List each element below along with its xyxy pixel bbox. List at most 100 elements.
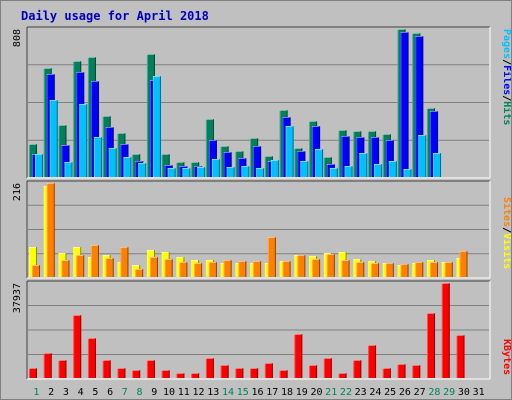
bar-kbytes-day-22 xyxy=(338,373,347,378)
x-label-day-26: 26 xyxy=(399,387,411,398)
bar-kbytes-day-6 xyxy=(102,360,111,378)
bar-pages-day-22 xyxy=(344,166,353,177)
bar-sites-day-6 xyxy=(105,258,114,277)
bar-sites-day-13 xyxy=(208,262,217,277)
bar-files-day-28 xyxy=(430,111,439,177)
bar-kbytes-day-20 xyxy=(309,365,318,378)
bar-pages-day-11 xyxy=(182,168,191,177)
bar-sites-day-17 xyxy=(267,237,276,277)
legend-3: KBytes xyxy=(501,339,511,375)
bar-pages-day-18 xyxy=(285,126,294,177)
x-label-day-1: 1 xyxy=(33,387,39,398)
bar-pages-day-5 xyxy=(93,137,102,177)
bar-pages-day-15 xyxy=(241,166,250,177)
bar-kbytes-day-14 xyxy=(220,365,229,378)
x-label-day-3: 3 xyxy=(63,387,69,398)
bar-pages-day-17 xyxy=(270,160,279,177)
bar-kbytes-day-9 xyxy=(146,360,155,378)
bar-pages-day-25 xyxy=(388,161,397,177)
bar-sites-day-3 xyxy=(61,260,70,277)
bar-pages-day-7 xyxy=(123,157,132,177)
x-label-day-8: 8 xyxy=(137,387,143,398)
bar-kbytes-day-28 xyxy=(427,313,436,378)
bar-sites-day-12 xyxy=(194,263,203,277)
bar-sites-day-30 xyxy=(459,251,468,277)
x-label-day-6: 6 xyxy=(107,387,113,398)
bar-files-day-3 xyxy=(61,145,70,177)
bar-kbytes-day-5 xyxy=(87,338,96,378)
x-label-day-12: 12 xyxy=(193,387,205,398)
bar-sites-day-5 xyxy=(90,245,99,277)
bar-files-day-27 xyxy=(415,36,424,177)
bar-kbytes-day-24 xyxy=(368,345,377,378)
bar-pages-day-26 xyxy=(403,169,412,177)
bar-sites-day-29 xyxy=(444,262,453,277)
x-label-day-13: 13 xyxy=(207,387,219,398)
bar-files-day-16 xyxy=(253,146,262,177)
bar-pages-day-10 xyxy=(167,168,176,177)
bar-pages-day-19 xyxy=(300,161,309,177)
x-axis-day-labels: 1 2 3 4 5 6 7 8 9 10 11 12 13 14 15 16 17 18 19 20 21 22 23 24 2… xyxy=(33,387,484,398)
bar-files-day-13 xyxy=(208,140,217,177)
bar-kbytes-day-17 xyxy=(264,363,273,378)
bar-pages-day-12 xyxy=(197,167,206,177)
bar-kbytes-day-21 xyxy=(323,358,332,378)
bar-kbytes-day-13 xyxy=(205,358,214,378)
y-max-label: 37937 xyxy=(12,283,23,313)
legend-item: KBytes xyxy=(501,339,511,375)
bar-kbytes-day-25 xyxy=(382,368,391,378)
bar-sites-day-27 xyxy=(415,262,424,277)
x-label-day-17: 17 xyxy=(266,387,278,398)
bar-pages-day-3 xyxy=(64,162,73,177)
bar-pages-day-23 xyxy=(359,153,368,177)
bar-pages-day-13 xyxy=(211,159,220,177)
bar-kbytes-day-2 xyxy=(43,353,52,378)
x-label-day-11: 11 xyxy=(178,387,190,398)
bar-sites-day-19 xyxy=(297,255,306,277)
x-label-day-29: 29 xyxy=(443,387,455,398)
bar-pages-day-16 xyxy=(256,168,265,177)
bar-sites-day-4 xyxy=(76,255,85,277)
legend-1: Pages/Files/Hits xyxy=(501,29,511,125)
bar-sites-day-24 xyxy=(371,263,380,277)
bar-sites-day-22 xyxy=(341,260,350,277)
bar-kbytes-day-12 xyxy=(191,373,200,378)
panel-2: 216 Sites/Visits xyxy=(12,180,511,279)
bar-kbytes-day-7 xyxy=(117,368,126,378)
legend-2: Sites/Visits xyxy=(501,197,511,269)
x-label-day-30: 30 xyxy=(458,387,470,398)
bar-sites-day-21 xyxy=(326,254,335,277)
x-label-day-27: 27 xyxy=(414,387,426,398)
bar-files-day-22 xyxy=(341,136,350,177)
x-label-day-19: 19 xyxy=(296,387,308,398)
x-label-day-28: 28 xyxy=(428,387,440,398)
panel-3: 37937 KBytes xyxy=(12,280,511,380)
bar-pages-day-21 xyxy=(329,168,338,177)
bar-sites-day-18 xyxy=(282,261,291,277)
x-label-day-10: 10 xyxy=(163,387,175,398)
bar-sites-day-14 xyxy=(223,260,232,277)
panel-1: 808 Pages/Files/Hits xyxy=(12,26,511,179)
legend-item: / xyxy=(501,95,511,101)
x-label-day-22: 22 xyxy=(340,387,352,398)
x-label-day-15: 15 xyxy=(237,387,249,398)
bar-kbytes-day-26 xyxy=(397,364,406,378)
legend-item: Hits xyxy=(501,101,511,125)
chart-title: Daily usage for April 2018 xyxy=(21,9,209,23)
bar-sites-day-16 xyxy=(253,261,262,277)
bar-visits-day-1 xyxy=(29,247,37,277)
x-label-day-5: 5 xyxy=(92,387,98,398)
bar-pages-day-27 xyxy=(418,135,427,177)
bar-pages-day-6 xyxy=(108,148,117,177)
bar-pages-day-8 xyxy=(138,163,147,177)
bar-files-day-14 xyxy=(223,152,232,177)
legend-item: / xyxy=(501,227,511,233)
bar-kbytes-day-15 xyxy=(235,368,244,378)
bar-sites-day-9 xyxy=(149,257,158,277)
bar-sites-day-15 xyxy=(238,261,247,277)
legend-item: Files xyxy=(501,65,511,95)
bar-kbytes-day-29 xyxy=(441,283,450,378)
bar-pages-day-20 xyxy=(315,149,324,177)
